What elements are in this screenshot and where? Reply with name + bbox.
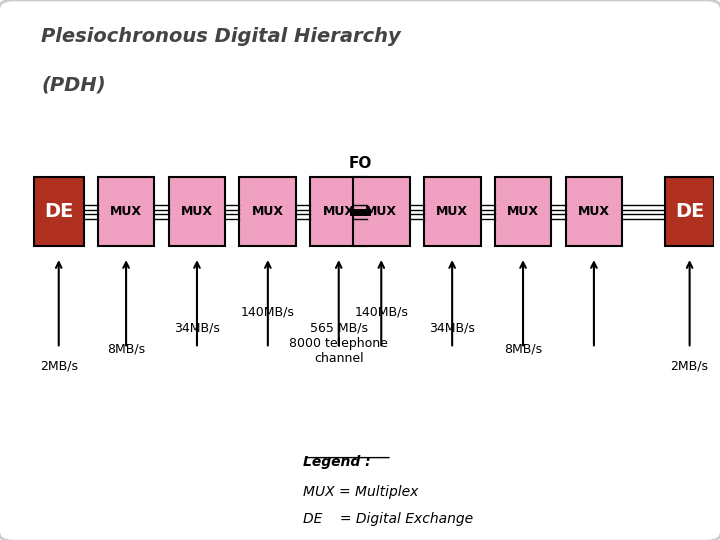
Text: MUX: MUX xyxy=(181,205,213,218)
Text: DE: DE xyxy=(44,202,73,221)
Text: Legend :: Legend : xyxy=(303,455,371,469)
Bar xyxy=(353,177,410,246)
Text: 8MB/s: 8MB/s xyxy=(107,343,145,356)
Bar xyxy=(424,177,480,246)
Bar xyxy=(98,177,154,246)
Bar xyxy=(495,177,552,246)
Text: MUX = Multiplex: MUX = Multiplex xyxy=(303,485,418,499)
Text: FO: FO xyxy=(348,157,372,172)
Text: MUX: MUX xyxy=(436,205,468,218)
Text: MUX: MUX xyxy=(365,205,397,218)
Text: Plesiochronous Digital Hierarchy: Plesiochronous Digital Hierarchy xyxy=(41,27,401,46)
Bar xyxy=(310,177,367,246)
Bar xyxy=(665,177,714,246)
Bar xyxy=(240,177,296,246)
Text: MUX: MUX xyxy=(578,205,610,218)
Text: 2MB/s: 2MB/s xyxy=(40,359,78,372)
Bar xyxy=(34,177,84,246)
Text: 140MB/s: 140MB/s xyxy=(354,306,408,319)
Text: MUX: MUX xyxy=(252,205,284,218)
Text: DE: DE xyxy=(675,202,704,221)
Text: 140MB/s: 140MB/s xyxy=(241,306,294,319)
Bar xyxy=(168,177,225,246)
Text: 34MB/s: 34MB/s xyxy=(429,321,475,334)
Text: DE    = Digital Exchange: DE = Digital Exchange xyxy=(303,512,474,526)
Text: MUX: MUX xyxy=(110,205,142,218)
Text: (PDH): (PDH) xyxy=(41,75,106,94)
Bar xyxy=(566,177,622,246)
Text: 565 MB/s
8000 telephone
channel: 565 MB/s 8000 telephone channel xyxy=(289,321,388,365)
Text: 2MB/s: 2MB/s xyxy=(670,359,708,372)
Text: MUX: MUX xyxy=(507,205,539,218)
Text: 34MB/s: 34MB/s xyxy=(174,321,220,334)
Text: 8MB/s: 8MB/s xyxy=(504,343,542,356)
Text: MUX: MUX xyxy=(323,205,355,218)
